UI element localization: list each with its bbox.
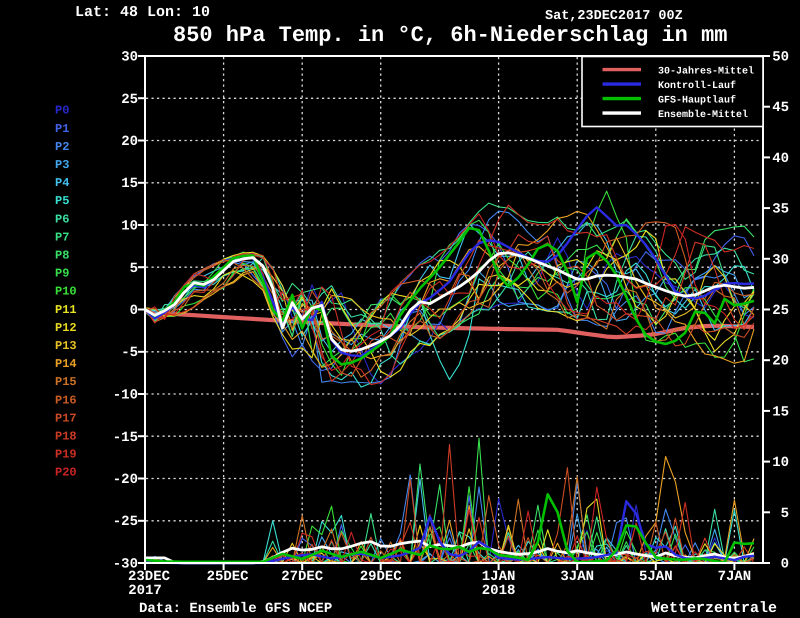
svg-text:P18: P18 (55, 430, 77, 444)
svg-text:P14: P14 (55, 357, 77, 371)
svg-text:P4: P4 (55, 176, 69, 190)
svg-text:850 hPa Temp. in °C, 6h-Nieder: 850 hPa Temp. in °C, 6h-Niederschlag in … (173, 23, 728, 48)
svg-text:2018: 2018 (482, 583, 516, 599)
svg-text:P2: P2 (55, 140, 69, 154)
svg-text:Data: Ensemble GFS NCEP: Data: Ensemble GFS NCEP (139, 601, 332, 617)
svg-text:-10: -10 (113, 388, 138, 404)
svg-text:P3: P3 (55, 158, 69, 172)
svg-text:P19: P19 (55, 448, 77, 462)
svg-text:Kontroll-Lauf: Kontroll-Lauf (658, 80, 736, 92)
svg-text:P8: P8 (55, 249, 69, 263)
svg-text:P1: P1 (55, 122, 69, 136)
svg-text:P20: P20 (55, 466, 77, 480)
svg-text:35: 35 (772, 202, 789, 218)
svg-text:25DEC: 25DEC (207, 569, 250, 585)
svg-text:23DEC: 23DEC (128, 569, 171, 585)
svg-text:P7: P7 (55, 230, 69, 244)
svg-text:30: 30 (772, 252, 789, 268)
svg-text:-20: -20 (113, 472, 138, 488)
svg-text:P16: P16 (55, 393, 77, 407)
svg-text:5: 5 (130, 261, 138, 277)
svg-text:3JAN: 3JAN (560, 569, 594, 585)
svg-text:1JAN: 1JAN (482, 569, 516, 585)
svg-text:P13: P13 (55, 339, 77, 353)
svg-text:Sat,23DEC2017 00Z: Sat,23DEC2017 00Z (545, 9, 683, 24)
svg-text:2017: 2017 (128, 583, 162, 599)
svg-text:0: 0 (781, 557, 789, 573)
svg-text:-5: -5 (121, 345, 138, 361)
svg-text:30-Jahres-Mittel: 30-Jahres-Mittel (658, 65, 754, 77)
svg-text:15: 15 (772, 404, 789, 420)
svg-text:P12: P12 (55, 321, 77, 335)
svg-text:P6: P6 (55, 212, 69, 226)
svg-text:P11: P11 (55, 303, 77, 317)
svg-text:10: 10 (121, 219, 138, 235)
svg-text:P10: P10 (55, 285, 77, 299)
svg-text:-25: -25 (113, 514, 138, 530)
svg-text:7JAN: 7JAN (718, 569, 752, 585)
svg-text:-30: -30 (113, 557, 138, 573)
svg-text:50: 50 (772, 50, 789, 66)
svg-text:P5: P5 (55, 194, 69, 208)
svg-text:5: 5 (781, 506, 789, 522)
svg-text:GFS-Hauptlauf: GFS-Hauptlauf (658, 94, 736, 106)
svg-text:5JAN: 5JAN (639, 569, 673, 585)
svg-text:P9: P9 (55, 267, 69, 281)
svg-text:40: 40 (772, 151, 789, 167)
svg-text:15: 15 (121, 176, 138, 192)
svg-text:20: 20 (121, 134, 138, 150)
svg-text:Wetterzentrale: Wetterzentrale (651, 600, 777, 617)
svg-text:25: 25 (121, 92, 138, 108)
svg-text:-15: -15 (113, 430, 138, 446)
svg-text:P15: P15 (55, 375, 77, 389)
svg-text:10: 10 (772, 455, 789, 471)
svg-text:29DEC: 29DEC (360, 569, 403, 585)
svg-text:0: 0 (130, 303, 138, 319)
svg-text:Ensemble-Mittel: Ensemble-Mittel (658, 109, 748, 121)
svg-text:P17: P17 (55, 411, 77, 425)
svg-text:45: 45 (772, 100, 789, 116)
svg-text:Lat: 48 Lon: 10: Lat: 48 Lon: 10 (75, 4, 210, 21)
svg-text:27DEC: 27DEC (281, 569, 324, 585)
svg-text:20: 20 (772, 354, 789, 370)
svg-text:25: 25 (772, 303, 789, 319)
svg-text:30: 30 (121, 50, 138, 66)
svg-text:P0: P0 (55, 104, 69, 118)
